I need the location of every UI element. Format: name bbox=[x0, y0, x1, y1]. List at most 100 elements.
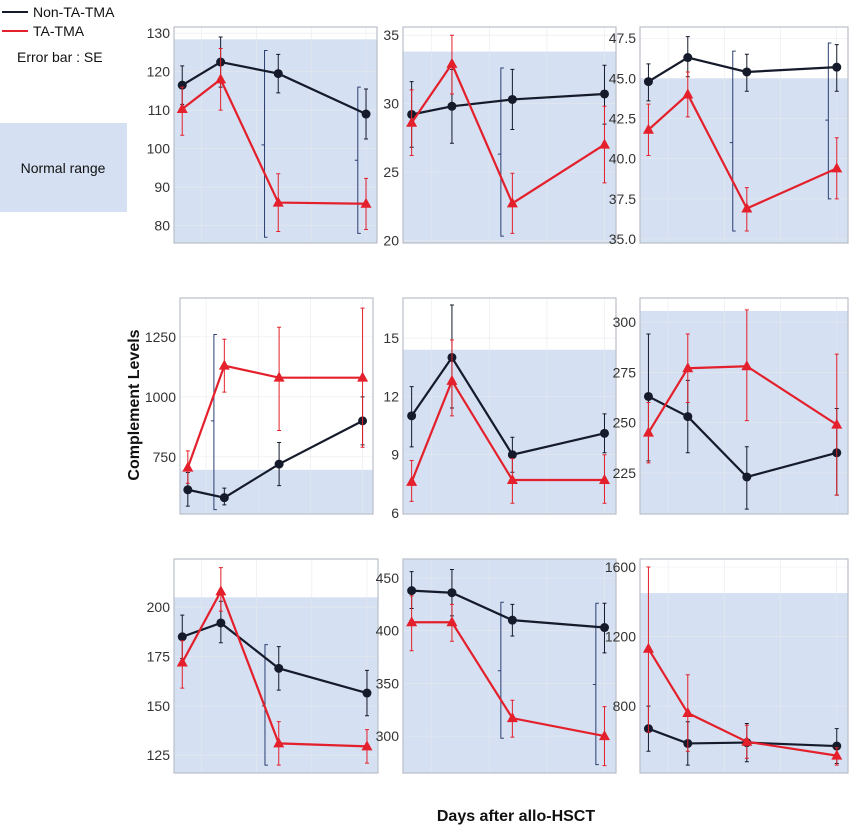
data-point bbox=[360, 197, 372, 208]
panel-c4: 20 25 30 35 bbox=[383, 26, 617, 248]
y-tick-label: 300 bbox=[376, 728, 400, 744]
data-point bbox=[682, 362, 694, 373]
bracket-line bbox=[825, 42, 832, 200]
significance-bracket bbox=[497, 601, 504, 739]
data-point bbox=[446, 616, 458, 627]
series-line bbox=[181, 77, 367, 205]
data-point bbox=[741, 735, 753, 746]
y-tick-label: 350 bbox=[376, 675, 400, 691]
data-point bbox=[357, 371, 369, 382]
series-ta-tma bbox=[176, 48, 372, 232]
series-non-ta-tma bbox=[177, 600, 372, 717]
data-point bbox=[683, 53, 693, 63]
data-point bbox=[219, 493, 229, 503]
bracket-line bbox=[592, 602, 599, 766]
y-tick-label: 45.0 bbox=[609, 70, 636, 86]
data-point bbox=[506, 712, 518, 723]
data-point bbox=[506, 473, 518, 484]
y-tick-label: 12 bbox=[383, 388, 399, 404]
series-ta-tma bbox=[406, 34, 610, 234]
y-tick-label: 20 bbox=[383, 232, 399, 248]
series-line bbox=[181, 60, 367, 116]
y-tick-label: 750 bbox=[153, 449, 177, 465]
y-tick-label: 175 bbox=[147, 649, 171, 665]
y-tick-label: 275 bbox=[613, 364, 637, 380]
y-tick-label: 1600 bbox=[605, 559, 636, 575]
data-point bbox=[683, 412, 693, 422]
y-tick-label: 90 bbox=[154, 179, 170, 195]
y-tick-label: 100 bbox=[147, 141, 171, 157]
y-tick-label: 450 bbox=[376, 570, 400, 586]
y-tick-label: 130 bbox=[147, 25, 171, 41]
y-tick-label: 47.5 bbox=[609, 30, 636, 46]
y-tick-label: 120 bbox=[147, 64, 171, 80]
normal-range-band bbox=[180, 469, 373, 514]
data-point bbox=[273, 69, 283, 79]
data-point bbox=[183, 485, 193, 495]
significance-bracket bbox=[592, 602, 599, 766]
data-point bbox=[272, 196, 284, 207]
data-point bbox=[274, 663, 284, 673]
panel-ch50: 35.0 37.5 40.0 42.5 45.0 47.5 bbox=[609, 26, 849, 247]
data-point bbox=[598, 138, 610, 149]
y-tick-label: 200 bbox=[147, 599, 171, 615]
normal-range-band bbox=[640, 78, 848, 243]
y-tick-label: 35 bbox=[383, 27, 399, 43]
y-tick-label: 250 bbox=[613, 415, 637, 431]
data-point bbox=[216, 618, 226, 628]
y-tick-label: 1000 bbox=[145, 389, 176, 405]
series-line bbox=[187, 419, 364, 499]
normal-range-band bbox=[403, 51, 616, 244]
data-point bbox=[642, 642, 654, 653]
y-tick-label: 80 bbox=[154, 218, 170, 234]
data-point bbox=[273, 371, 285, 382]
data-point bbox=[599, 89, 609, 99]
data-point bbox=[831, 749, 843, 760]
series-ta-tma bbox=[406, 595, 610, 767]
series-line bbox=[410, 355, 605, 456]
data-point bbox=[407, 411, 417, 421]
plot-frame bbox=[639, 26, 849, 244]
series-line bbox=[411, 92, 605, 116]
series-line bbox=[186, 364, 363, 469]
data-point bbox=[177, 80, 187, 90]
series-non-ta-tma bbox=[643, 36, 842, 102]
data-point bbox=[177, 632, 187, 642]
panel-cfh-igg: 800 1200 1600 bbox=[605, 558, 849, 774]
y-tick-label: 9 bbox=[391, 447, 399, 463]
data-point bbox=[831, 162, 843, 173]
series-ta-tma bbox=[182, 307, 369, 484]
y-tick-label: 1200 bbox=[605, 629, 636, 645]
data-point bbox=[176, 656, 188, 667]
bracket-line bbox=[729, 50, 736, 232]
data-point bbox=[599, 428, 609, 438]
y-tick-label: 37.5 bbox=[609, 191, 636, 207]
y-tick-label: 42.5 bbox=[609, 111, 636, 127]
x-axis-label: Days after allo-HSCT bbox=[437, 808, 595, 825]
y-tick-label: 15 bbox=[383, 330, 399, 346]
data-point bbox=[406, 616, 418, 627]
data-point bbox=[832, 741, 842, 751]
panel-sc5b-9: 225 250 275 300 bbox=[613, 297, 849, 515]
data-point bbox=[182, 461, 194, 472]
legend: Non-TA-TMA TA-TMA Error bar : SE Normal … bbox=[0, 4, 127, 212]
significance-bracket bbox=[210, 333, 217, 511]
series-line bbox=[411, 589, 605, 629]
data-point bbox=[406, 475, 418, 486]
data-point bbox=[642, 123, 654, 134]
plot-frame bbox=[173, 26, 378, 244]
series-ta-tma bbox=[176, 567, 373, 766]
series-line bbox=[181, 621, 368, 695]
y-tick-label: 25 bbox=[383, 164, 399, 180]
y-tick-label: 225 bbox=[613, 465, 637, 481]
data-point bbox=[273, 737, 285, 748]
series-line bbox=[411, 621, 605, 738]
panel-c5a: 6 9 12 15 bbox=[383, 297, 617, 521]
data-point bbox=[361, 740, 373, 751]
data-point bbox=[507, 94, 517, 104]
plot-frame bbox=[173, 558, 379, 774]
y-tick-label: 125 bbox=[147, 747, 171, 763]
plot-frame bbox=[402, 558, 617, 774]
y-tick-label: 110 bbox=[148, 102, 171, 118]
